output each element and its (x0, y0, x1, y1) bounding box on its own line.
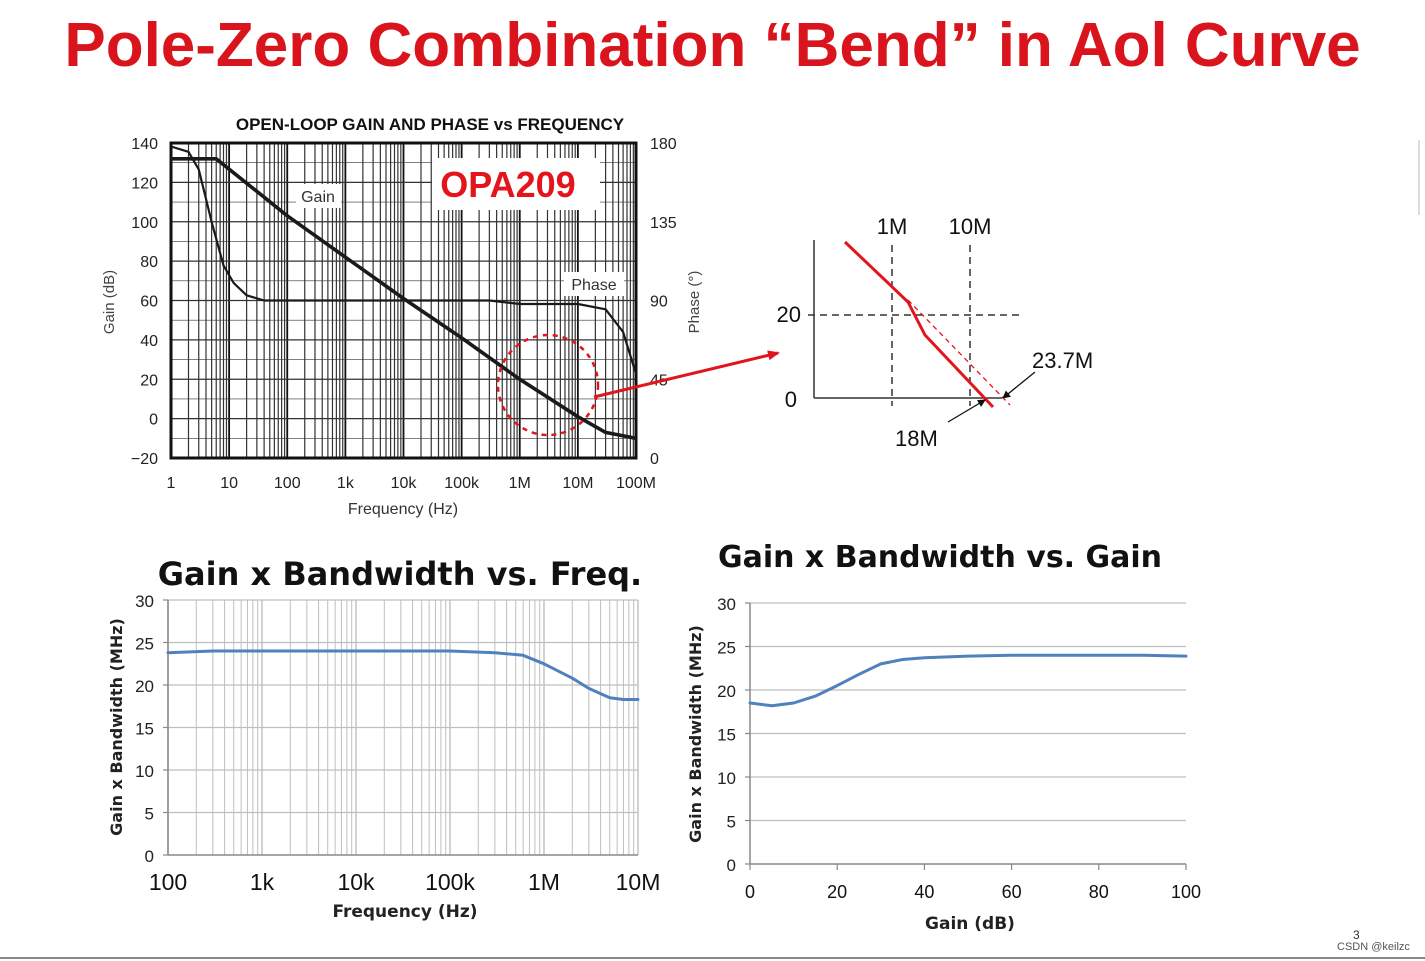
aol-y-tick-label: 80 (140, 254, 158, 271)
gbwf-y-tick-label: 20 (135, 677, 154, 696)
zoom-label-20: 20 (777, 302, 801, 327)
zoom-extrapolated-line (907, 299, 1011, 406)
gbwg-series-line (748, 653, 1188, 708)
aol-x-tick-label: 100k (444, 475, 480, 492)
aol-plot-frame (169, 141, 638, 460)
gbwf-ylabel: Gain x Bandwidth (MHz) (107, 618, 126, 836)
zoom-label-23-7m: 23.7M (1032, 348, 1093, 373)
phase-series-label: Phase (571, 277, 616, 294)
gbwf-x-tick-label: 100 (149, 869, 187, 895)
gbwg-ylabel: Gain x Bandwidth (MHz) (686, 625, 705, 843)
zoom-label-1m: 1M (877, 214, 908, 239)
gbwg-x-tick-label: 60 (1002, 882, 1022, 902)
gbwg-y-tick-label: 15 (717, 726, 736, 745)
callout-arrow (593, 350, 780, 399)
aol-gain-curve (171, 157, 637, 441)
zoom-label-10m: 10M (949, 214, 992, 239)
gbw-vs-freq-chart: Gain x Bandwidth vs. Freq. 302520151050 … (107, 555, 660, 922)
aol-x-tick-label: 1M (509, 475, 531, 492)
watermark: CSDN @keilzc (1337, 941, 1410, 953)
aol-y-tick-label: 20 (140, 372, 158, 389)
aol-y2-tick-label: 90 (650, 294, 668, 311)
page-number: 3 (1353, 928, 1360, 942)
gbwf-xlabel: Frequency (Hz) (332, 902, 477, 922)
aol-y-tick-label: 100 (131, 215, 158, 232)
gbwg-x-tick-label: 100 (1171, 882, 1201, 902)
zoom-arrow-23-7m (1002, 371, 1036, 399)
gbwf-x-tick-label: 10M (616, 869, 661, 895)
zoom-label-18m: 18M (895, 426, 938, 451)
aol-x-tick-label: 10k (391, 475, 418, 492)
aol-x-tick-label: 10M (562, 475, 593, 492)
aol-y2label: Phase (°) (686, 271, 703, 334)
aol-y2-tick-label: 135 (650, 215, 677, 232)
aol-chart-title: OPEN-LOOP GAIN AND PHASE vs FREQUENCY (236, 115, 625, 134)
gbwf-x-tick-label: 1k (250, 869, 275, 895)
aol-x-tick-label: 100M (616, 475, 656, 492)
gbwf-y-tick-label: 15 (135, 720, 154, 739)
gbwf-y-tick-label: 30 (135, 592, 154, 611)
aol-y-tick-label: 0 (149, 412, 158, 429)
gbwf-series-line (166, 649, 640, 701)
zoom-label-0: 0 (785, 387, 797, 412)
aol-y-tick-label: 140 (131, 136, 158, 153)
aol-x-tick-label: 100 (274, 475, 301, 492)
phase-label-bg (564, 272, 624, 296)
gbwg-title: Gain x Bandwidth vs. Gain (718, 540, 1162, 575)
gain-label-bg (296, 184, 341, 208)
zoom-aol-curve (843, 240, 995, 409)
aol-y-tick-label: 120 (131, 175, 158, 192)
gbwg-y-tick-label: 30 (717, 595, 736, 614)
brand-label-bg (432, 158, 600, 210)
gbwf-y-tick-label: 0 (145, 847, 154, 866)
aol-y2-tick-label: 0 (650, 451, 659, 468)
aol-chart: OPEN-LOOP GAIN AND PHASE vs FREQUENCY 14… (101, 115, 780, 518)
aol-phase-curve (170, 145, 638, 375)
aol-x-tick-label: 1 (167, 475, 176, 492)
gbwf-x-tick-label: 100k (425, 869, 475, 895)
gbwg-y-tick-label: 10 (717, 769, 736, 788)
gbw-vs-gain-chart: Gain x Bandwidth vs. Gain 30 25 20 15 10 5 0 0… (686, 540, 1201, 934)
bend-zoom-inset: 1M 10M 20 0 23.7M 18M (777, 214, 1094, 451)
gbwg-y-tick-label: 25 (717, 639, 736, 658)
aol-y2-tick-label: 180 (650, 136, 677, 153)
gbwg-y-tick-label: 5 (727, 813, 736, 832)
aol-x-tick-label: 1k (337, 475, 355, 492)
aol-ylabel: Gain (dB) (101, 270, 118, 334)
aol-y-tick-label: 60 (140, 294, 158, 311)
zoom-arrow-18m (947, 399, 986, 423)
gbwf-x-tick-label: 1M (528, 869, 560, 895)
opa209-label: OPA209 (440, 164, 575, 205)
gbwg-x-tick-label: 40 (914, 882, 934, 902)
gbwf-x-tick-label: 10k (337, 869, 375, 895)
aol-y-tick-label: 40 (140, 333, 158, 350)
gbwf-y-tick-label: 25 (135, 635, 154, 654)
gbwg-x-tick-label: 80 (1089, 882, 1109, 902)
slide-title: Pole-Zero Combination “Bend” in Aol Curv… (64, 11, 1361, 80)
gbwg-xlabel: Gain (dB) (925, 914, 1015, 934)
bend-highlight-circle (496, 333, 600, 437)
gbwf-title: Gain x Bandwidth vs. Freq. (158, 555, 642, 593)
gbwf-y-tick-label: 10 (135, 762, 154, 781)
gbwf-y-tick-label: 5 (145, 805, 154, 824)
gbwg-x-tick-label: 0 (745, 882, 755, 902)
aol-xlabel: Frequency (Hz) (348, 501, 458, 518)
gbwg-y-tick-label: 0 (727, 856, 736, 875)
aol-y-tick-label: −20 (131, 451, 158, 468)
gain-series-label: Gain (301, 189, 335, 206)
gbwg-x-tick-label: 20 (827, 882, 847, 902)
gbwg-y-tick-label: 20 (717, 682, 736, 701)
aol-x-tick-label: 10 (220, 475, 238, 492)
